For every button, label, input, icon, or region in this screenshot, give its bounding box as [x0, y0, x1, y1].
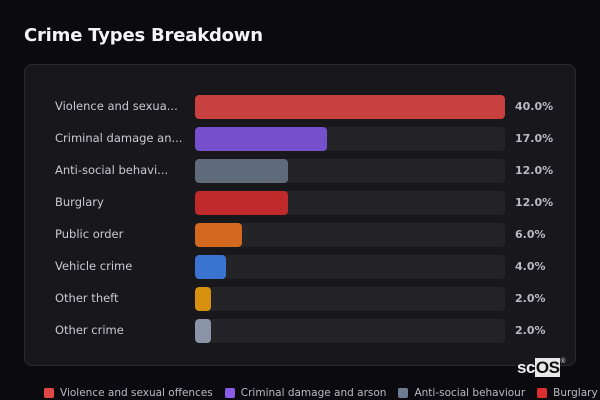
bar-row: Anti-social behavi... 12.0% [25, 159, 575, 183]
bar-track [195, 223, 505, 247]
legend-item[interactable]: Anti-social behaviour [398, 387, 525, 399]
legend-item[interactable]: Burglary [537, 387, 598, 399]
bar-value: 2.0% [515, 324, 546, 337]
legend-swatch-icon [537, 388, 548, 398]
bar-fill[interactable] [195, 95, 505, 119]
bar-label: Violence and sexua... [55, 99, 178, 113]
bar-label: Criminal damage an... [55, 131, 183, 145]
bar-label: Other theft [55, 291, 119, 305]
bar-fill[interactable] [195, 191, 288, 215]
bar-value: 12.0% [515, 196, 554, 209]
legend-swatch-icon [44, 388, 54, 398]
logo-text-sc: sc [517, 358, 535, 377]
bar-label: Public order [55, 227, 124, 241]
bar-track [195, 319, 505, 343]
legend-item[interactable]: Criminal damage and arson [224, 387, 387, 399]
bar-row: Public order 6.0% [25, 223, 575, 247]
bar-fill[interactable] [195, 287, 211, 311]
bar-value: 2.0% [515, 292, 546, 305]
bar-row: Burglary 12.0% [25, 191, 575, 215]
bar-fill[interactable] [195, 255, 226, 279]
chart-card: Violence and sexua... 40.0% Criminal damag… [24, 64, 576, 366]
legend-label: Burglary [553, 387, 598, 399]
bar-track [195, 95, 505, 119]
bar-fill[interactable] [195, 319, 211, 343]
bar-label: Other crime [55, 323, 124, 337]
bar-track [195, 159, 505, 183]
bar-track [195, 127, 505, 151]
bar-row: Violence and sexua... 40.0% [25, 95, 575, 119]
legend-swatch-icon [398, 388, 409, 398]
legend-label: Criminal damage and arson [240, 387, 387, 399]
bar-value: 17.0% [515, 132, 554, 145]
bar-value: 6.0% [515, 228, 546, 241]
legend-item[interactable]: Violence and sexual offences [44, 387, 213, 399]
bar-track [195, 191, 505, 215]
bar-track [195, 255, 505, 279]
legend-swatch-icon [224, 388, 235, 398]
bar-label: Anti-social behavi... [55, 163, 169, 177]
chart-legend: Violence and sexual offences Criminal dam… [44, 386, 598, 400]
bar-value: 4.0% [515, 260, 546, 273]
bar-fill[interactable] [195, 223, 242, 247]
bar-row: Criminal damage an... 17.0% [25, 127, 575, 151]
logo-text-os: OS [534, 358, 561, 377]
legend-label: Anti-social behaviour [414, 387, 526, 399]
bar-fill[interactable] [195, 159, 288, 183]
chart-title: Crime Types Breakdown [24, 25, 263, 46]
bar-row: Other theft 2.0% [25, 287, 575, 311]
bar-label: Vehicle crime [55, 259, 133, 273]
legend-label: Violence and sexual offences [60, 387, 213, 399]
scos-logo: scOS® [517, 358, 566, 378]
bar-track [195, 287, 505, 311]
bar-value: 12.0% [515, 164, 554, 177]
registered-mark: ® [560, 358, 566, 365]
bar-row: Vehicle crime 4.0% [25, 255, 575, 279]
bar-row: Other crime 2.0% [25, 319, 575, 343]
bar-fill[interactable] [195, 127, 327, 151]
bar-label: Burglary [55, 195, 104, 209]
bar-value: 40.0% [515, 100, 554, 113]
